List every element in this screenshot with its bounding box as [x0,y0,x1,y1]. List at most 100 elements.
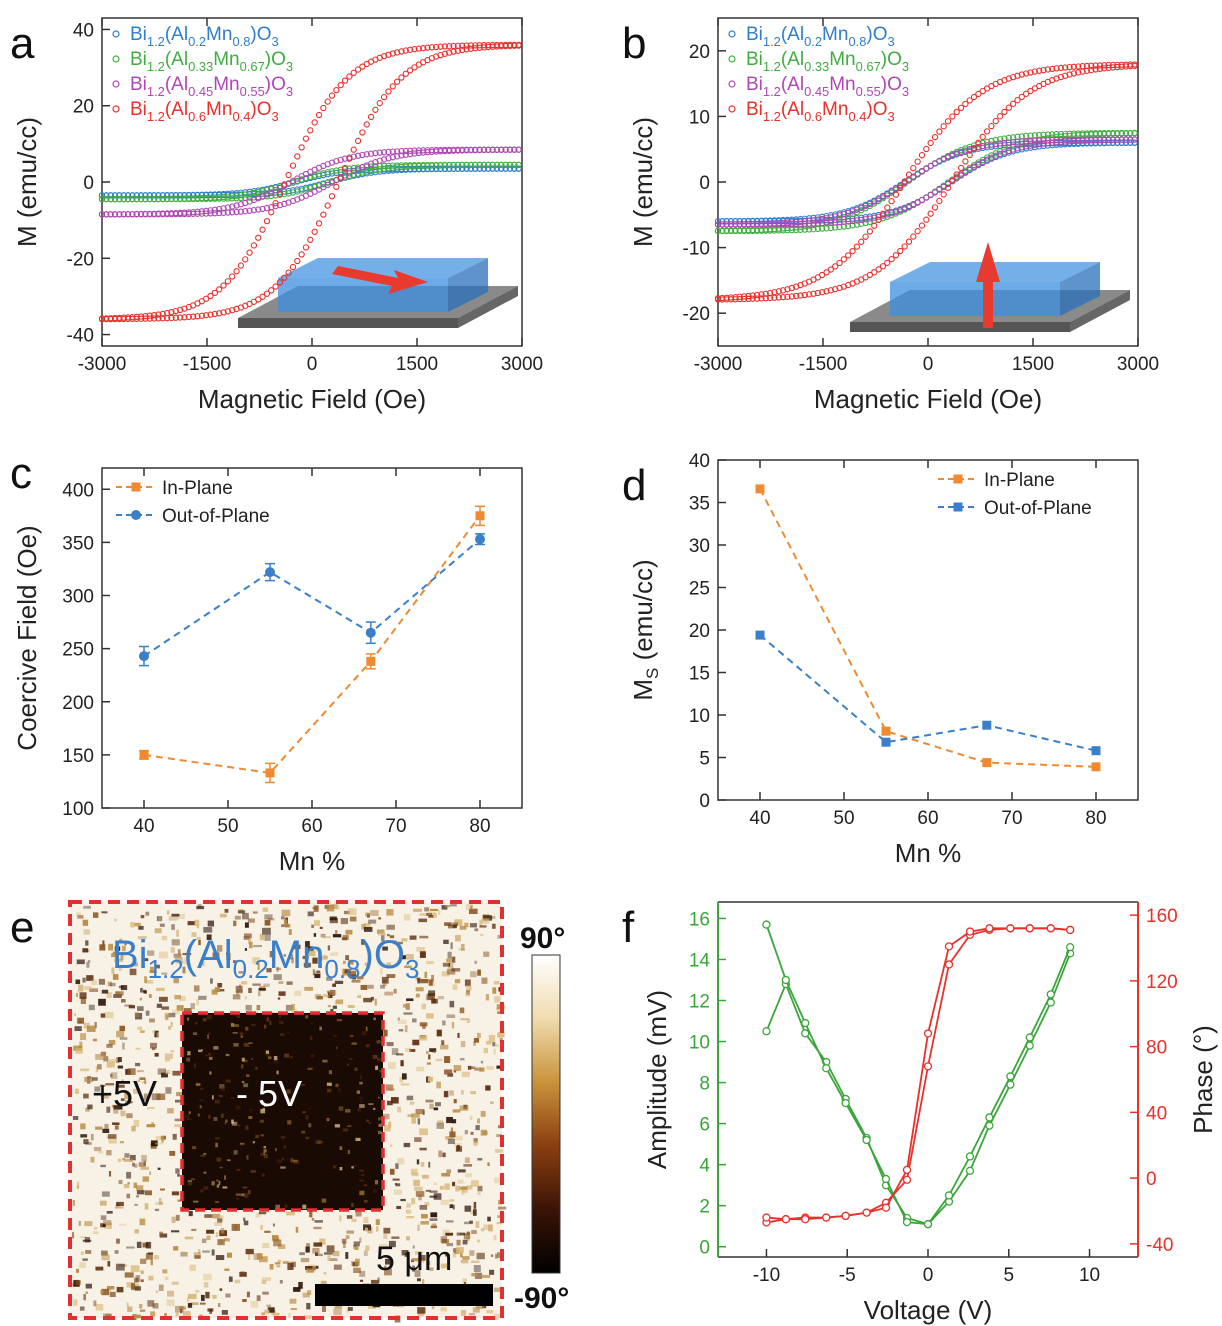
panel-b-data-point-red [940,191,947,198]
pfm-inner-speckle-dot [279,1033,285,1036]
pfm-speckle-dot [288,929,292,936]
panel-b-data-point-green [1001,135,1008,142]
pfm-inner-speckle-dot [218,1094,223,1098]
panel-b-legend-marker [728,105,736,113]
panel-a-data-point-purple [411,150,418,157]
pfm-speckle-dot [141,1154,147,1162]
panel-b-data-point-blue [714,218,722,225]
pfm-speckle-dot [406,1095,414,1101]
pfm-speckle-dot [150,1140,158,1147]
panel-b-data-point-blue [740,217,748,225]
pfm-speckle-dot [218,1215,224,1222]
pfm-speckle-dot [283,954,287,957]
pfm-speckle-dot [143,958,149,962]
pfm-speckle-dot [327,1004,331,1008]
pfm-speckle-dot [465,992,470,997]
pfm-speckle-dot [493,1287,501,1292]
pfm-speckle-dot [445,1254,451,1257]
pfm-speckle-dot [426,1261,431,1266]
pfm-speckle-dot [126,1282,134,1288]
pfm-speckle-dot [145,1241,152,1249]
panel-c-data-point [475,534,485,545]
pfm-speckle-dot [82,948,89,953]
panel-a-inset-film-top [278,258,488,278]
pfm-speckle-dot [383,1029,388,1037]
pfm-speckle-dot [159,1231,163,1237]
panel-b-data-point-purple [962,147,969,154]
panel-d-data-point [1091,762,1101,772]
pfm-speckle-dot [158,1284,164,1292]
pfm-speckle-dot [319,956,323,961]
pfm-speckle-dot [483,1047,489,1054]
panel-b-data-point-purple [823,215,830,222]
pfm-speckle-dot [383,1227,391,1234]
panel-a-data-point-red [493,41,501,49]
pfm-speckle-dot [171,1230,180,1233]
panel-a-data-point-red [294,257,301,265]
panel-b-data-point-red [949,177,956,185]
panel-f-left-tick-label: 6 [699,1115,710,1136]
panel-b-data-point-red [1014,97,1021,104]
panel-a-data-point-red [276,190,284,198]
pfm-speckle-dot [363,1224,371,1231]
panel-a-data-point-green [433,161,440,169]
pfm-speckle-dot [174,957,183,963]
panel-a-data-point-green [268,185,275,193]
panel-c-data-point [366,656,376,666]
pfm-speckle-dot [419,1204,428,1210]
panel-b-x-tick-label: -3000 [694,354,743,375]
pfm-speckle-dot [166,910,170,915]
panel-a-legend-marker [112,105,120,113]
pfm-inner-speckle-dot [200,1189,205,1193]
panel-a-data-point-purple [250,207,258,214]
panel-b-data-point-green [1127,129,1134,137]
pfm-speckle-dot [333,1264,342,1270]
pfm-speckle-dot [171,913,180,917]
pfm-inner-speckle-dot [240,1144,244,1146]
pfm-speckle-dot [322,954,325,960]
panel-a-data-point-red [337,82,344,89]
panel-a-data-point-blue [437,165,444,172]
pfm-speckle-dot [256,1005,261,1011]
panel-f-right-tick-label: 160 [1146,906,1178,927]
pfm-speckle-dot [139,1309,146,1312]
pfm-speckle-dot [447,951,452,959]
panel-a-data-point-red [207,311,214,318]
pfm-speckle-dot [334,1000,344,1005]
pfm-speckle-dot [129,968,137,976]
pfm-speckle-dot [441,1238,450,1244]
panel-a-data-point-purple [107,211,114,218]
pfm-speckle-dot [460,1018,470,1021]
pfm-inner-speckle-dot [278,1021,285,1025]
panel-a-data-point-green [446,161,453,169]
amplitude-up-point [762,1027,771,1036]
pfm-speckle-dot [215,1232,219,1238]
pfm-speckle-dot [240,1271,245,1274]
pfm-speckle-dot [217,1239,225,1246]
panel-a-data-point-red [250,242,258,249]
panel-b-x-tick-label: -1500 [799,354,848,375]
pfm-speckle-dot [84,1221,93,1227]
pfm-speckle-dot [413,1179,420,1187]
pfm-speckle-dot [196,936,201,940]
panel-b-data-point-red [949,113,956,120]
pfm-speckle-dot [171,939,180,946]
pfm-speckle-dot [158,1201,163,1206]
panel-b-data-point-purple [1109,136,1117,143]
panel-a-data-point-green [250,189,258,197]
pfm-speckle-dot [114,1125,119,1130]
panel-b-data-point-purple [931,189,939,196]
pfm-speckle-dot [231,1223,241,1231]
panel-b-data-point-purple [819,215,826,223]
pfm-speckle-dot [136,1190,145,1195]
pfm-speckle-dot [119,938,123,943]
pfm-inner-speckle-dot [243,1042,249,1047]
panel-b-data-point-purple [892,185,900,192]
pfm-speckle-dot [313,1226,322,1230]
panel-a-data-point-red [389,50,396,57]
panel-a-data-point-purple [376,149,383,156]
pfm-speckle-dot [465,904,474,911]
pfm-speckle-dot [449,1199,455,1202]
panel-b-data-point-red [1040,66,1047,74]
pfm-speckle-dot [150,1258,153,1266]
